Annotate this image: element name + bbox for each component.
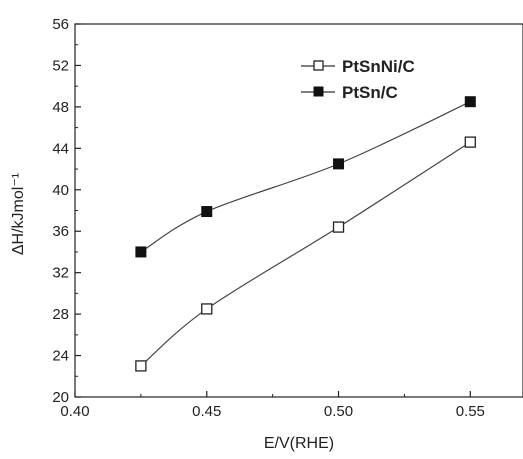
- y-tick-label: 56: [52, 16, 69, 33]
- y-tick-label: 44: [52, 140, 69, 157]
- data-point-ptsnni-c: [201, 303, 213, 315]
- x-tick-label: 0.45: [192, 403, 221, 420]
- x-axis-title: E/V(RHE): [264, 435, 334, 452]
- x-axis-ticks: 0.40 0.45 0.50 0.55: [60, 391, 485, 420]
- data-point-ptsnni-c: [332, 221, 345, 233]
- y-tick-label: 36: [52, 223, 69, 240]
- y-tick-label: 48: [52, 99, 69, 116]
- y-tick-label: 40: [52, 182, 69, 199]
- y-tick-label: 28: [52, 306, 69, 323]
- legend-item-ptsn: PtSn/C: [301, 83, 398, 102]
- y-tick-label: 32: [52, 265, 69, 282]
- plot-frame: [74, 23, 523, 398]
- y-axis-ticks: 20 24 28 32 36 40 44 48 52 56: [52, 16, 81, 406]
- data-point-ptsn-c: [333, 158, 345, 170]
- y-tick-label: 52: [52, 57, 69, 74]
- x-tick-label: 0.55: [456, 403, 485, 420]
- y-tick-label: 20: [52, 389, 69, 406]
- x-tick-label: 0.50: [324, 403, 353, 420]
- legend-open-square-marker: [313, 60, 324, 71]
- data-point-ptsn-c: [201, 206, 213, 218]
- data-point-ptsn-c: [464, 96, 476, 108]
- x-tick-label: 0.40: [60, 403, 89, 420]
- y-tick-label: 24: [52, 348, 69, 365]
- y-axis-title: ΔH/kJmol⁻¹: [10, 173, 27, 255]
- data-point-ptsnni-c: [135, 360, 147, 372]
- legend-filled-square-marker: [313, 86, 324, 97]
- series-line-ptsn-c: [140, 101, 471, 253]
- legend-label-ptsn: PtSn/C: [342, 83, 398, 102]
- data-point-ptsn-c: [135, 246, 147, 258]
- data-point-ptsnni-c: [464, 136, 476, 148]
- legend: PtSnNi/C PtSn/C: [301, 57, 415, 102]
- legend-item-ptsnni: PtSnNi/C: [301, 57, 415, 76]
- series-layer: [135, 96, 476, 372]
- series-line-ptsnni-c: [140, 141, 471, 367]
- legend-label-ptsnni: PtSnNi/C: [342, 57, 415, 76]
